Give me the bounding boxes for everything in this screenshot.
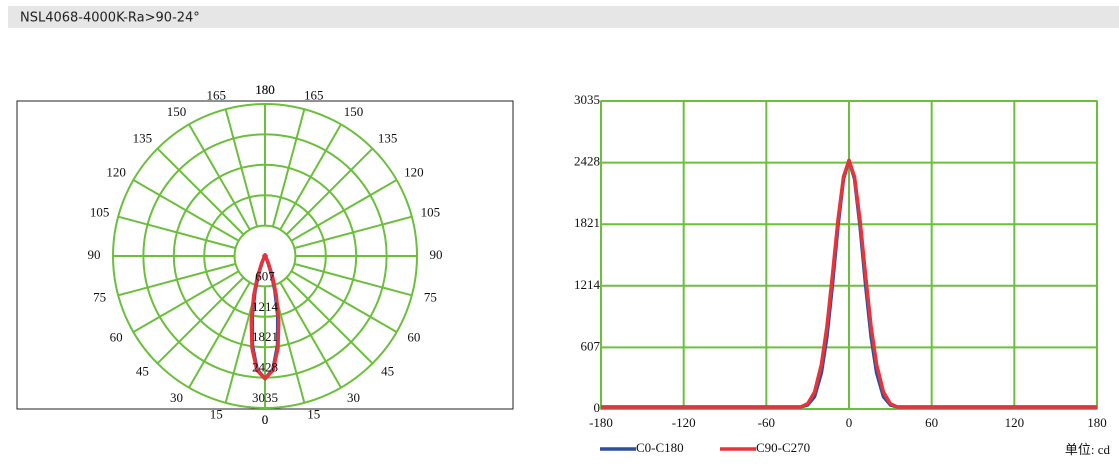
legend-label: C0-C180 xyxy=(636,440,684,455)
angle-label: 60 xyxy=(110,329,123,344)
x-tick-label: 0 xyxy=(846,415,853,430)
angle-label: 105 xyxy=(421,204,441,219)
radial-label: 1821 xyxy=(252,329,278,344)
polar-spoke xyxy=(132,270,240,333)
header-title: NSL4068-4000K-Ra>90-24° xyxy=(20,11,200,26)
polar-spoke xyxy=(294,215,413,250)
angle-label: 30 xyxy=(347,390,360,405)
angle-label: 90 xyxy=(88,247,101,262)
y-tick-label: 1214 xyxy=(574,277,601,292)
angle-label: 0 xyxy=(262,412,269,427)
y-tick-label: 607 xyxy=(581,338,601,353)
polar-spoke xyxy=(188,281,251,389)
angle-label: 120 xyxy=(106,164,126,179)
polar-spoke xyxy=(188,123,251,231)
angle-label: 0 xyxy=(262,412,269,427)
radial-label: 3035 xyxy=(252,390,278,405)
y-tick-label: 2428 xyxy=(574,154,600,169)
polar-spoke xyxy=(117,262,236,297)
polar-curve xyxy=(249,253,281,381)
angle-label: 165 xyxy=(304,88,324,103)
unit-label: 单位: cd xyxy=(1065,442,1111,457)
x-tick-label: 60 xyxy=(925,415,938,430)
angle-label: 150 xyxy=(344,104,364,119)
polar-spoke xyxy=(117,215,236,250)
radial-label: 1214 xyxy=(252,299,279,314)
angle-label: 45 xyxy=(136,364,149,379)
polar-spoke xyxy=(290,270,398,333)
angle-label: 75 xyxy=(424,290,437,305)
angle-label: 150 xyxy=(167,104,187,119)
polar-spoke xyxy=(279,281,342,389)
angle-label: 105 xyxy=(90,204,110,219)
legend-label: C90-C270 xyxy=(756,440,810,455)
polar-spoke xyxy=(285,276,374,365)
header-bar xyxy=(8,6,1119,28)
y-tick-label: 3035 xyxy=(574,92,600,107)
polar-spoke xyxy=(156,147,245,236)
angle-label: 180 xyxy=(255,82,275,97)
angle-label: 15 xyxy=(307,406,320,421)
radial-label: 2428 xyxy=(252,360,278,375)
polar-spoke xyxy=(279,123,342,231)
x-tick-label: 180 xyxy=(1087,415,1107,430)
angle-label: 15 xyxy=(210,406,223,421)
x-tick-label: -120 xyxy=(672,415,696,430)
series-line xyxy=(601,158,1097,409)
radial-label: 607 xyxy=(255,268,275,283)
polar-spoke xyxy=(156,276,245,365)
angle-label: 90 xyxy=(430,247,443,262)
angle-label: 180 xyxy=(255,82,275,97)
polar-spoke xyxy=(294,262,413,297)
angle-label: 120 xyxy=(404,164,424,179)
angle-label: 75 xyxy=(93,290,106,305)
x-tick-label: -180 xyxy=(589,415,613,430)
polar-spoke xyxy=(132,179,240,242)
y-tick-label: 0 xyxy=(594,400,601,415)
angle-label: 60 xyxy=(407,329,420,344)
angle-label: 135 xyxy=(133,130,153,145)
polar-spoke xyxy=(271,108,306,227)
polar-spoke xyxy=(224,108,259,227)
angle-label: 135 xyxy=(378,130,398,145)
x-tick-label: -60 xyxy=(758,415,775,430)
angle-label: 30 xyxy=(170,390,183,405)
y-tick-label: 1821 xyxy=(574,215,600,230)
angle-label: 165 xyxy=(207,88,227,103)
x-tick-label: 120 xyxy=(1005,415,1025,430)
polar-spoke xyxy=(290,179,398,242)
angle-label: 45 xyxy=(381,364,394,379)
polar-spoke xyxy=(285,147,374,236)
